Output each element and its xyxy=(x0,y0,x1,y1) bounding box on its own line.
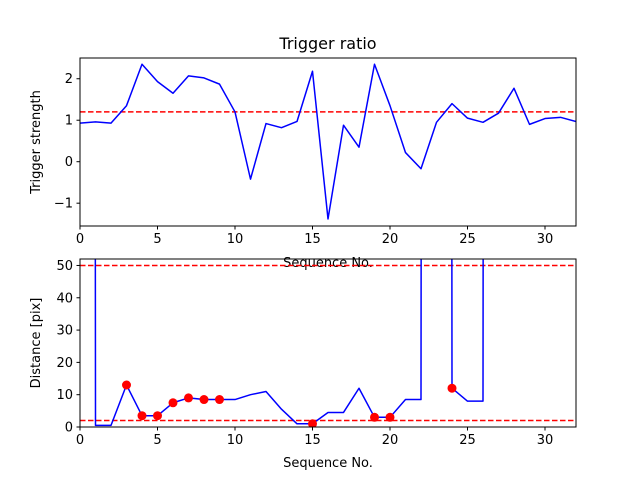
data-point xyxy=(122,380,131,390)
data-point xyxy=(447,383,457,393)
data-point xyxy=(199,395,209,405)
data-point xyxy=(168,398,178,408)
x-tick-label: 10 xyxy=(227,232,244,247)
y-tick-label: 2 xyxy=(65,72,73,87)
axes-frame xyxy=(79,258,577,428)
x-tick-label: 20 xyxy=(382,232,399,247)
data-point xyxy=(370,412,379,422)
x-axis-label: Sequence No. xyxy=(283,456,373,471)
y-tick-label: 50 xyxy=(56,259,73,274)
chart-title: Trigger ratio xyxy=(278,34,376,53)
x-tick-label: 5 xyxy=(153,433,161,448)
y-tick-label: 0 xyxy=(65,155,73,170)
series-line xyxy=(94,259,484,427)
x-tick-label: 0 xyxy=(76,232,84,247)
x-tick-label: 25 xyxy=(459,232,476,247)
x-tick-label: 30 xyxy=(537,232,554,247)
trigger-ratio-plot: Trigger ratio 0 5 10 15 20 25 30 −1 0 1 2 Trigger… xyxy=(29,34,577,271)
data-point xyxy=(184,393,193,403)
y-tick-label: 20 xyxy=(56,356,73,371)
y-axis-label: Distance [pix] xyxy=(29,298,44,389)
y-tick-label: 10 xyxy=(56,388,73,403)
data-point xyxy=(308,419,317,427)
x-tick-label: 0 xyxy=(76,433,84,448)
data-point xyxy=(137,411,147,421)
y-axis-label: Trigger strength xyxy=(29,90,44,195)
y-tick-label: 0 xyxy=(65,421,73,436)
y-tick-label: −1 xyxy=(54,197,73,212)
x-tick-label: 25 xyxy=(459,433,476,448)
data-point xyxy=(385,412,395,422)
data-point xyxy=(153,411,162,421)
x-tick-label: 15 xyxy=(304,433,321,448)
x-tick-label: 30 xyxy=(537,433,554,448)
y-tick-label: 1 xyxy=(65,114,73,129)
y-tick-label: 30 xyxy=(56,324,73,339)
data-point xyxy=(215,395,224,405)
y-tick-label: 40 xyxy=(56,291,73,306)
series-line xyxy=(80,63,576,220)
axes-frame xyxy=(79,57,577,227)
x-tick-label: 15 xyxy=(304,232,321,247)
x-axis-label: Sequence No. xyxy=(283,256,373,271)
x-tick-label: 5 xyxy=(153,232,161,247)
x-tick-label: 10 xyxy=(227,433,244,448)
x-tick-label: 20 xyxy=(382,433,399,448)
